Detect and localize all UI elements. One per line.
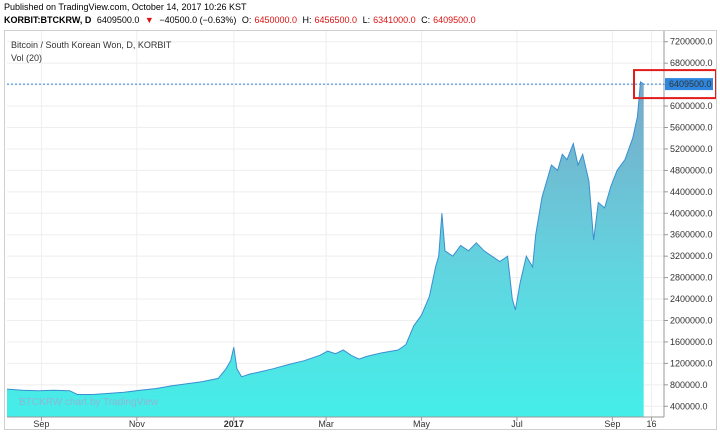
price-change: −40500.0 (−0.63%) xyxy=(159,15,237,25)
y-tick-label: 4800000.0 xyxy=(670,165,713,175)
y-tick-label: 4400000.0 xyxy=(670,187,713,197)
y-tick-label: 2800000.0 xyxy=(670,273,713,283)
x-tick-label: May xyxy=(413,419,431,429)
y-tick-label: 4000000.0 xyxy=(670,208,713,218)
x-tick-label: Mar xyxy=(318,419,334,429)
last-price-marker: 6409500.0 xyxy=(7,69,716,100)
price-area xyxy=(6,81,644,418)
change-down-icon: ▼ xyxy=(144,15,154,25)
y-tick-label: 1200000.0 xyxy=(670,358,713,368)
high-label: H: xyxy=(302,15,312,25)
x-tick-label: Sep xyxy=(604,419,620,429)
y-tick-label: 5200000.0 xyxy=(670,144,713,154)
x-tick-label: Sep xyxy=(33,419,49,429)
open-value: 6450000.0 xyxy=(254,15,297,25)
price-line xyxy=(6,81,644,395)
open-label: O: xyxy=(241,15,252,25)
watermark: BTCKRW chart by TradingView xyxy=(19,397,159,408)
symbol-label[interactable]: KORBIT:BTCKRW, D xyxy=(4,15,92,25)
high-value: 6456500.0 xyxy=(314,15,358,25)
y-axis: 7200000.06800000.06400000.06000000.05600… xyxy=(663,31,713,417)
chart-header: Published on TradingView.com, October 14… xyxy=(0,0,720,28)
x-tick-label: 16 xyxy=(646,419,656,429)
y-tick-label: 1600000.0 xyxy=(670,337,713,347)
last-price-label: 6409500.0 xyxy=(669,79,712,89)
y-tick-label: 7200000.0 xyxy=(670,37,713,47)
y-tick-label: 400000.0 xyxy=(670,401,708,411)
y-tick-label: 2400000.0 xyxy=(670,294,713,304)
quote-line: KORBIT:BTCKRW, D 6409500.0 ▼ −40500.0 (−… xyxy=(4,15,479,25)
low-value: 6341000.0 xyxy=(373,15,416,25)
y-tick-label: 2000000.0 xyxy=(670,316,713,326)
close-label: C: xyxy=(421,15,431,25)
y-tick-label: 800000.0 xyxy=(670,380,708,390)
low-label: L: xyxy=(362,15,371,25)
price-chart[interactable]: 7200000.06800000.06400000.06000000.05600… xyxy=(5,31,716,429)
legend-volume: Vol (20) xyxy=(11,53,42,63)
x-tick-label: 2017 xyxy=(224,419,244,429)
x-tick-label: Nov xyxy=(129,419,146,429)
x-tick-label: Jul xyxy=(511,419,523,429)
highlight-box xyxy=(633,69,716,100)
y-tick-label: 3200000.0 xyxy=(670,251,713,261)
close-value: 6409500.0 xyxy=(433,15,476,25)
published-line: Published on TradingView.com, October 14… xyxy=(4,2,247,12)
y-tick-label: 6800000.0 xyxy=(670,58,713,68)
legend-title: Bitcoin / South Korean Won, D, KORBIT xyxy=(11,40,172,50)
last-price: 6409500.0 xyxy=(96,15,140,25)
y-tick-label: 3600000.0 xyxy=(670,230,713,240)
x-axis: Sep Nov 2017 Mar May Jul Sep 16 xyxy=(7,416,664,429)
last-price-label-bg xyxy=(665,78,713,91)
y-tick-label: 5600000.0 xyxy=(670,123,713,133)
chart-frame[interactable]: 7200000.06800000.06400000.06000000.05600… xyxy=(4,30,717,430)
y-tick-label: 6000000.0 xyxy=(670,101,713,111)
price-area-fill xyxy=(7,81,644,418)
